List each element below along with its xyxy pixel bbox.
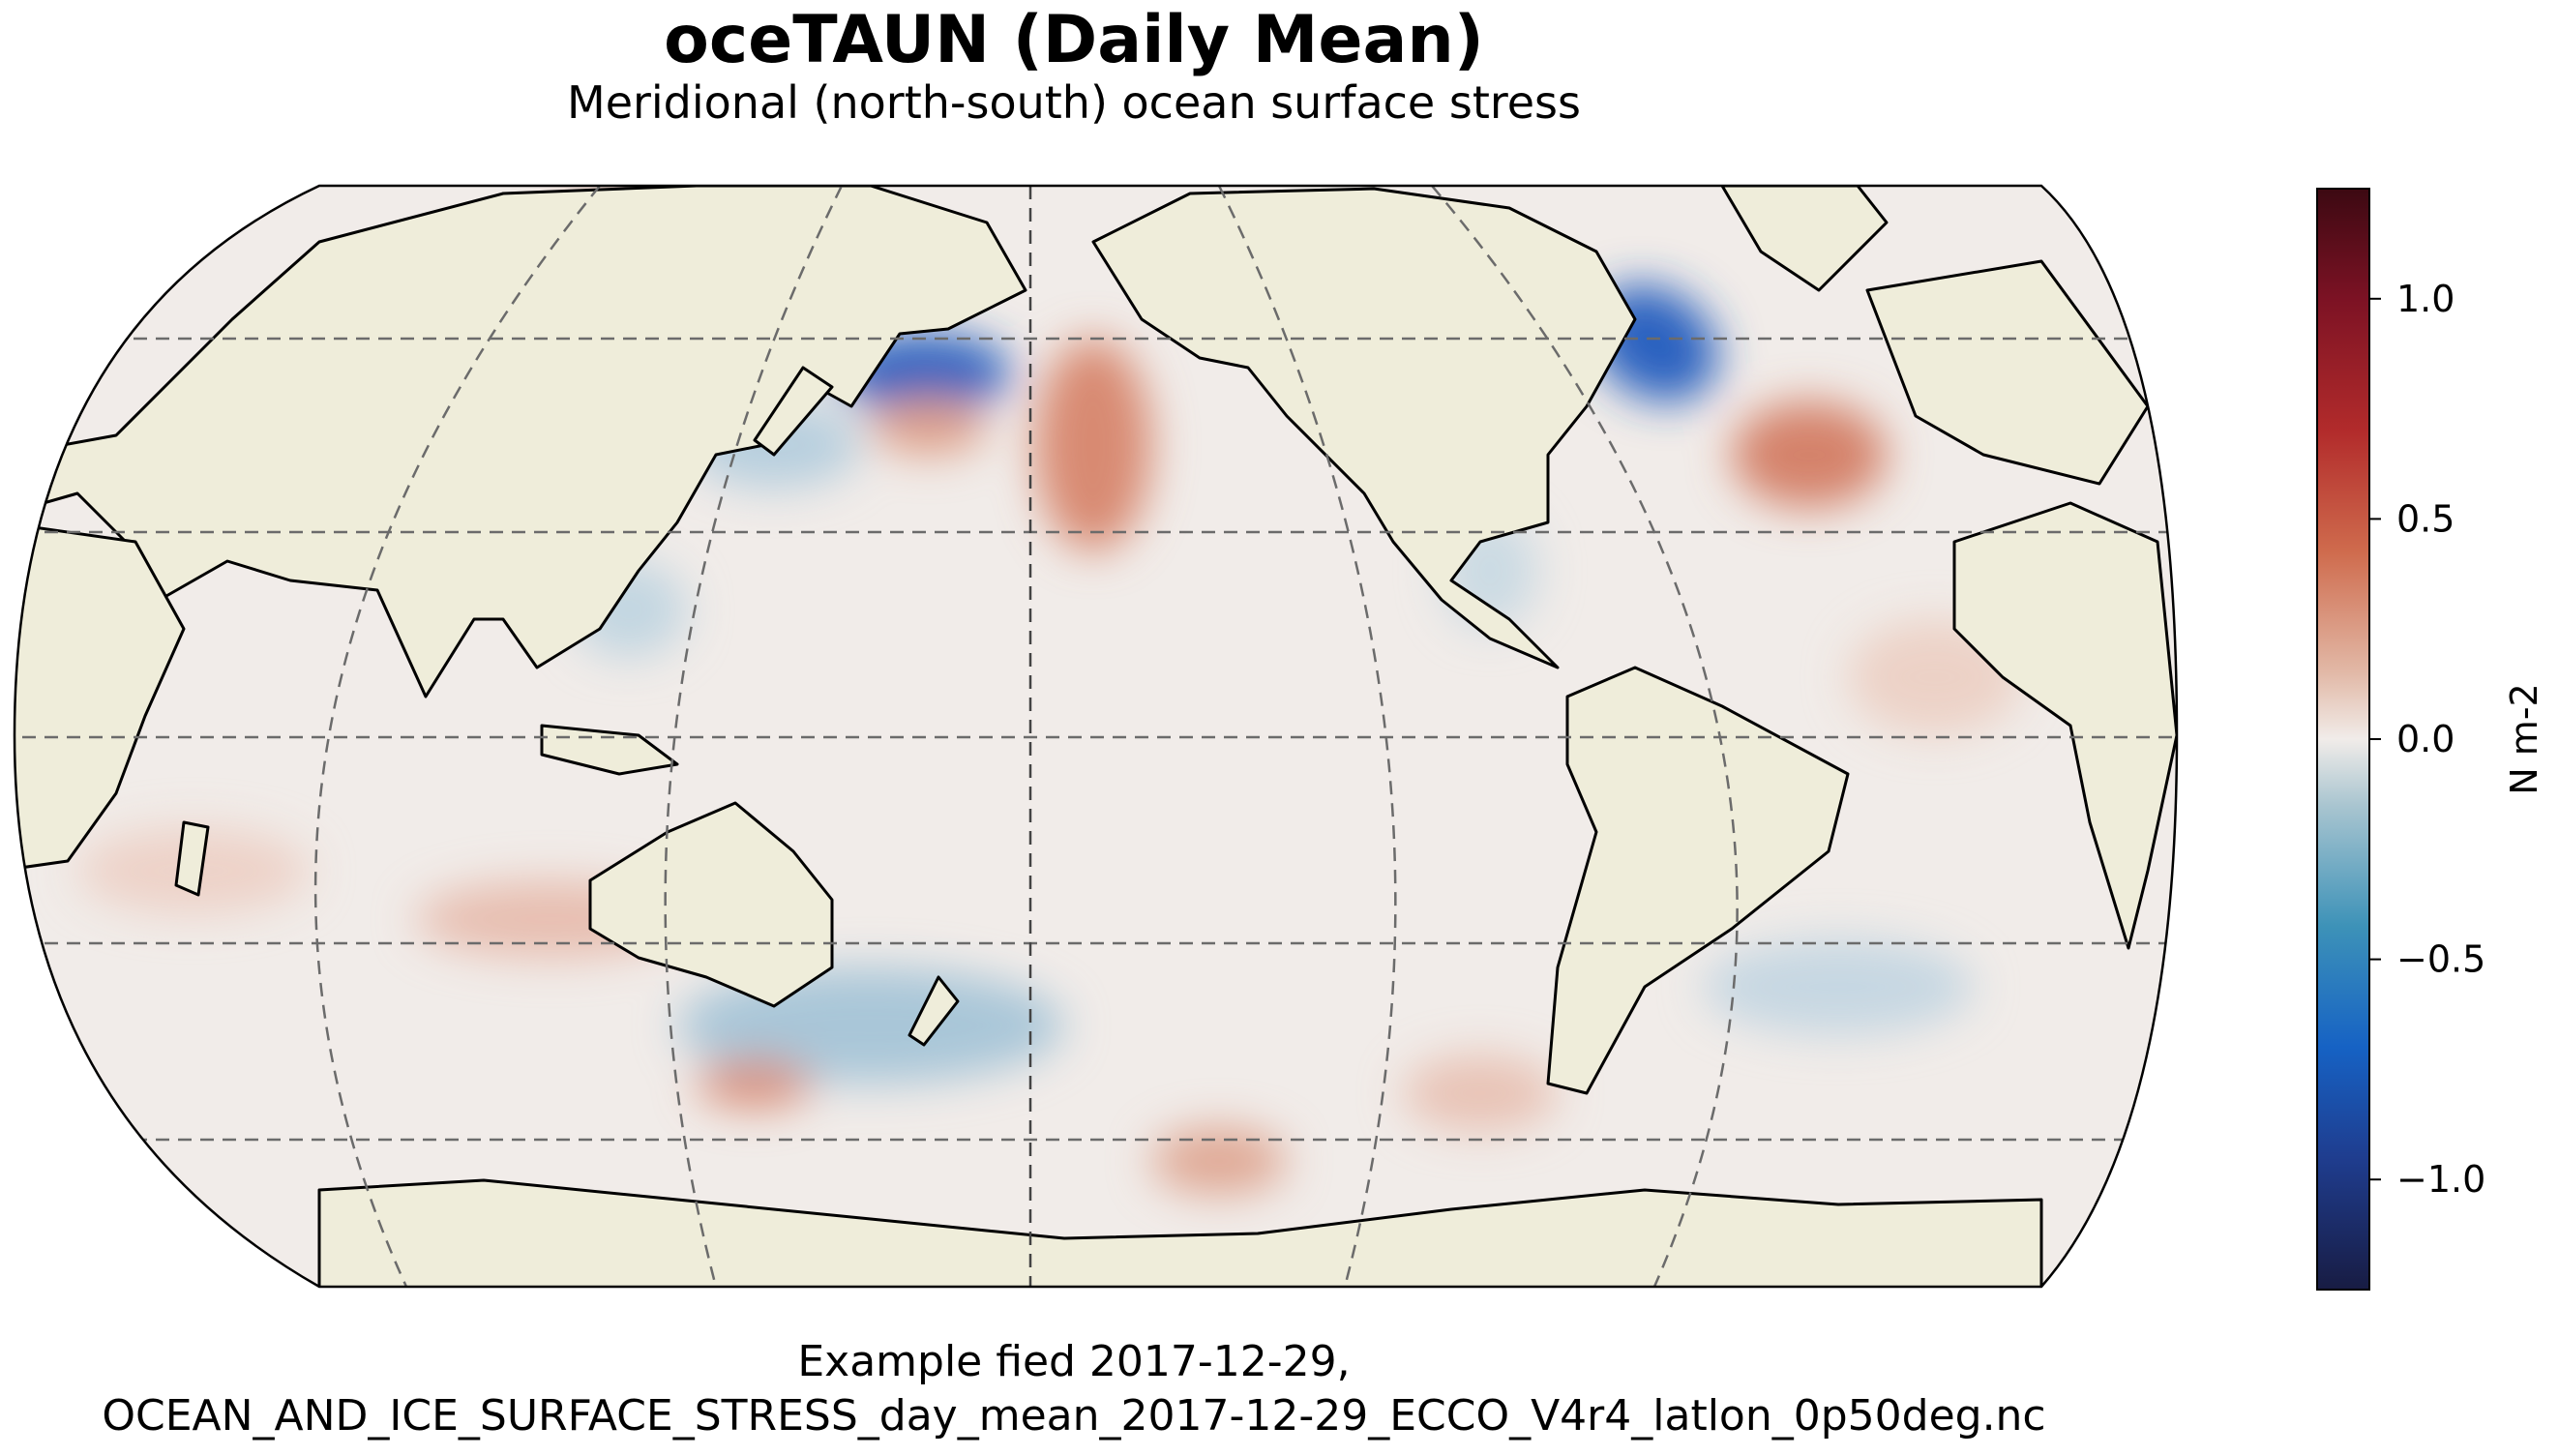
colorbar-tick-label: 1.0 — [2396, 278, 2455, 320]
meridian-60w — [1431, 186, 1739, 1287]
land-indonesia — [540, 724, 679, 776]
anomaly-positive — [1403, 1055, 1558, 1132]
colorbar-tick-label: 0.5 — [2396, 497, 2455, 540]
land-japan — [753, 366, 834, 457]
anomaly-positive — [871, 397, 987, 455]
land-antarctica — [317, 1178, 2043, 1287]
figure-caption: Example fied 2017-12-29, OCEAN_AND_ICE_S… — [0, 1335, 2148, 1443]
colorbar-label: N m-2 — [2503, 683, 2545, 794]
land-new-zealand — [908, 975, 960, 1047]
chart-title: oceTAUN (Daily Mean) — [664, 2, 1484, 78]
anomaly-negative — [1703, 938, 1974, 1035]
colorbar-tick-label: −1.0 — [2396, 1158, 2485, 1201]
colorbar: 1.0 0.5 0.0 −0.5 −1.0 N m-2 — [2316, 188, 2545, 1291]
colorbar-gradient — [2316, 188, 2370, 1291]
chart-subtitle: Meridional (north-south) ocean surface s… — [567, 76, 1581, 129]
land-africa-east — [1952, 501, 2177, 950]
anomaly-positive — [1151, 1127, 1287, 1195]
land-africa — [15, 520, 186, 873]
land-eurasia — [15, 186, 1027, 698]
globe-outline — [13, 184, 2179, 1289]
land-greenland — [1720, 186, 1889, 292]
land-north-america — [1091, 187, 1637, 669]
anomaly-positive — [1035, 339, 1151, 551]
map-globe — [13, 184, 2179, 1289]
land-south-america — [1546, 666, 1850, 1095]
gridlines — [15, 186, 2177, 1287]
anomaly-positive — [1732, 401, 1887, 508]
meridian-120w — [1217, 186, 1397, 1287]
land-masses — [15, 186, 2177, 1287]
colorbar-ticks: 1.0 0.5 0.0 −0.5 −1.0 — [2369, 278, 2485, 1201]
meridian-120e — [664, 186, 844, 1287]
meridian-60e — [313, 186, 601, 1287]
caption-line-1: Example fied 2017-12-29, — [797, 1337, 1351, 1386]
land-australia — [588, 801, 834, 1008]
land-madagascar — [174, 820, 210, 897]
anomaly-positive — [697, 1059, 813, 1108]
caption-line-2: OCEAN_AND_ICE_SURFACE_STRESS_day_mean_20… — [102, 1391, 2046, 1441]
colorbar-tick-label: −0.5 — [2396, 938, 2485, 981]
colorbar-tick-label: 0.0 — [2396, 718, 2455, 760]
land-europe-east — [1865, 259, 2150, 486]
